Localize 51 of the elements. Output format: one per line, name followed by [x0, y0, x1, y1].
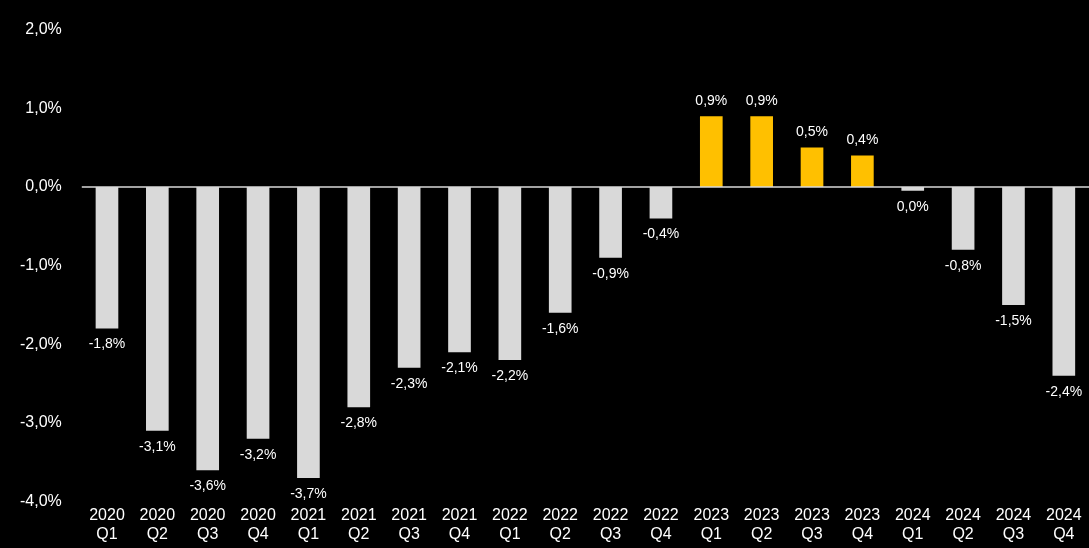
bar	[851, 155, 874, 187]
y-tick-label: 1,0%	[25, 98, 62, 116]
x-tick-label: 2021 Q4	[441, 505, 478, 542]
data-label: -1,8%	[88, 335, 126, 352]
x-tick-label: 2023 Q2	[743, 505, 780, 542]
x-tick-label: 2021 Q1	[290, 505, 327, 542]
data-label: -0,8%	[944, 256, 982, 273]
y-tick-label: -4,0%	[20, 492, 62, 510]
x-tick-label: 2020 Q4	[240, 505, 276, 542]
data-label: 0,5%	[796, 123, 828, 140]
data-label: -0,4%	[642, 225, 680, 242]
x-tick-label: 2023 Q3	[794, 505, 830, 542]
x-tick-label: 2020 Q1	[89, 505, 125, 542]
data-label: -3,6%	[189, 476, 226, 493]
x-tick-label: 2021 Q2	[340, 505, 377, 542]
y-tick-label: 0,0%	[25, 177, 62, 195]
x-tick-label: 2020 Q3	[189, 505, 226, 542]
bar	[800, 147, 824, 187]
x-tick-label: 2023 Q1	[693, 505, 730, 542]
y-tick-label: -2,0%	[20, 334, 62, 352]
x-tick-label: 2024 Q2	[945, 505, 981, 542]
data-label: -0,9%	[592, 264, 629, 281]
data-label: -2,1%	[441, 358, 478, 375]
x-tick-label: 2024 Q1	[894, 505, 931, 542]
x-tick-label: 2022 Q1	[492, 505, 528, 542]
y-tick-label: 2,0%	[25, 20, 62, 38]
y-tick-label: -1,0%	[20, 256, 62, 274]
data-label: -1,5%	[995, 311, 1032, 328]
x-tick-label: 2020 Q2	[139, 505, 176, 542]
data-label: -2,2%	[491, 366, 529, 383]
x-tick-label: 2022 Q3	[592, 505, 629, 542]
data-label: -2,8%	[340, 414, 378, 431]
data-label: -2,4%	[1045, 382, 1083, 399]
x-tick-label: 2023 Q4	[844, 505, 881, 542]
data-label: 0,4%	[846, 131, 879, 148]
data-label: 0,9%	[695, 91, 728, 108]
data-label: -3,7%	[290, 484, 327, 501]
data-label: -3,2%	[239, 445, 277, 462]
x-tick-label: 2024 Q3	[995, 505, 1032, 542]
data-label: -3,1%	[139, 437, 176, 454]
data-label: 0,0%	[896, 197, 929, 214]
bar	[699, 116, 723, 187]
y-tick-label: -3,0%	[20, 413, 62, 431]
data-label: 0,9%	[745, 91, 778, 108]
x-tick-label: 2022 Q4	[643, 505, 679, 542]
x-tick-label: 2021 Q3	[391, 505, 428, 542]
data-label: -1,6%	[541, 319, 579, 336]
x-tick-label: 2022 Q2	[542, 505, 579, 542]
x-tick-label: 2024 Q4	[1046, 505, 1082, 542]
data-label: -2,3%	[390, 374, 428, 391]
bar	[750, 116, 773, 187]
